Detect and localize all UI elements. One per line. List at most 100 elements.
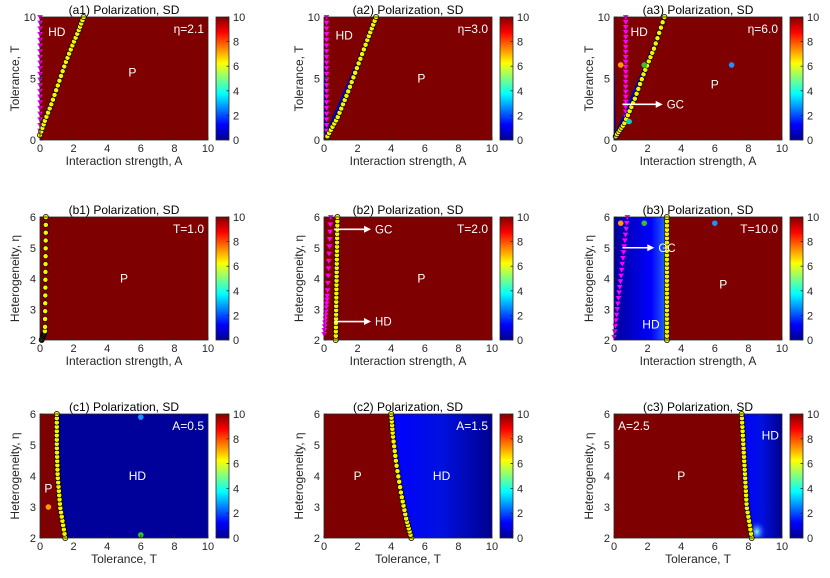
yellow-boundary-marker: [42, 284, 49, 291]
magenta-boundary-marker: [622, 69, 629, 75]
arrow-label: HD: [375, 317, 392, 329]
colorbar-tick-label: 4: [233, 286, 239, 298]
colorbar-tick-label: 10: [233, 212, 245, 224]
magenta-boundary-marker: [323, 100, 330, 106]
magenta-boundary-marker: [613, 312, 620, 318]
colorbar-tick-label: 2: [233, 110, 239, 122]
yellow-boundary-marker: [391, 443, 398, 450]
x-tick-label: 10: [776, 541, 788, 553]
x-tick-label: 10: [776, 343, 788, 355]
y-tick-label: 4: [30, 274, 36, 286]
arrow-head: [364, 225, 372, 233]
yellow-boundary-marker: [42, 253, 49, 260]
region-label-p: P: [677, 469, 685, 483]
region-label-p: P: [719, 278, 727, 292]
magenta-boundary-marker: [326, 244, 333, 250]
yellow-boundary-marker: [390, 438, 397, 445]
x-tick-label: 6: [712, 541, 718, 553]
colorbar-tick-label: 2: [233, 508, 239, 520]
x-axis-label: Interaction strength, A: [350, 154, 467, 168]
x-axis-label: Interaction strength, A: [66, 154, 183, 168]
y-tick-label: 2: [314, 533, 320, 545]
x-axis-label: Interaction strength, A: [66, 354, 183, 368]
p-region-bg: [40, 17, 208, 140]
colorbar-tick-label: 6: [233, 261, 239, 273]
x-tick-label: 10: [486, 143, 498, 155]
region-layer: [391, 414, 492, 538]
parameter-label: T=1.0: [173, 222, 204, 236]
y-tick-label: 5: [314, 74, 320, 86]
colorbar-frame: [499, 16, 514, 141]
x-tick-label: 4: [104, 541, 110, 553]
yellow-boundary-marker: [395, 473, 402, 480]
y-tick-label: 0: [604, 135, 610, 147]
colorbar-tick-label: 0: [517, 533, 523, 545]
region-label-hd: HD: [433, 469, 451, 483]
colorbar-tick-label: 10: [517, 12, 529, 24]
panel-title: (b3) Polarization, SD: [643, 203, 754, 217]
colorbar-tick-label: 8: [517, 434, 523, 446]
y-tick-label: 2: [30, 533, 36, 545]
x-tick-label: 2: [645, 343, 651, 355]
region-label-p: P: [120, 272, 128, 286]
y-axis-label: Heterogeneity, η: [582, 432, 596, 519]
region-label-hd: HD: [129, 469, 147, 483]
colorbar-tick-label: 10: [807, 212, 819, 224]
magenta-boundary-marker: [616, 290, 622, 296]
yellow-boundary-marker: [651, 45, 657, 52]
y-tick-label: 3: [604, 502, 610, 514]
y-axis-label: Heterogeneity, η: [8, 432, 22, 519]
x-tick-label: 10: [202, 541, 214, 553]
colorbar-tick-label: 8: [807, 434, 813, 446]
x-tick-label: 8: [171, 343, 177, 355]
x-tick-label: 4: [678, 541, 684, 553]
magenta-boundary-marker: [325, 273, 331, 279]
colorbar-tick-label: 10: [807, 409, 819, 421]
colorbar-gradient: [500, 17, 513, 140]
yellow-boundary-marker: [42, 323, 49, 330]
magenta-boundary-marker: [616, 284, 623, 290]
yellow-boundary-marker: [42, 268, 49, 275]
magenta-boundary-marker: [323, 49, 330, 54]
x-tick-label: 6: [422, 343, 428, 355]
colorbar-tick-label: 4: [233, 483, 239, 495]
magenta-boundary-marker: [326, 258, 332, 264]
yellow-boundary-marker: [42, 300, 49, 307]
parameter-label: η=3.0: [458, 22, 489, 36]
x-tick-label: 2: [71, 541, 77, 553]
colorbar-tick-label: 6: [233, 61, 239, 73]
x-tick-label: 4: [678, 343, 684, 355]
arrow-head: [364, 318, 372, 326]
y-tick-label: 6: [314, 409, 320, 421]
y-tick-label: 3: [30, 502, 36, 514]
y-tick-label: 4: [314, 274, 320, 286]
sample-point-dot: [641, 62, 648, 68]
region-label-p: P: [44, 481, 52, 495]
y-tick-label: 5: [30, 440, 36, 452]
x-tick-label: 6: [712, 343, 718, 355]
panel-title: (c3) Polarization, SD: [643, 400, 753, 414]
yellow-boundary-marker: [635, 85, 642, 92]
colorbar-tick-label: 6: [807, 261, 813, 273]
x-axis-label: Interaction strength, A: [640, 354, 757, 368]
parameter-label: A=0.5: [172, 419, 204, 433]
x-tick-label: 4: [388, 343, 394, 355]
parameter-label: T=2.0: [457, 222, 488, 236]
yellow-boundary-marker: [42, 261, 49, 268]
y-tick-label: 4: [314, 471, 320, 483]
y-tick-label: 10: [24, 12, 36, 24]
colorbar-tick-label: 4: [807, 86, 813, 98]
y-tick-label: 3: [314, 502, 320, 514]
colorbar-tick-label: 2: [807, 508, 813, 520]
colorbar-tick-label: 10: [517, 409, 529, 421]
magenta-boundary-marker: [325, 280, 331, 286]
y-tick-label: 3: [604, 304, 610, 316]
panel-title: (b2) Polarization, SD: [353, 203, 464, 217]
x-tick-label: 8: [171, 143, 177, 155]
magenta-boundary-marker: [622, 94, 629, 100]
y-tick-label: 6: [314, 212, 320, 224]
magenta-boundary-marker: [323, 83, 330, 88]
x-axis-label: Tolerance, T: [375, 552, 441, 566]
colorbar-tick-label: 6: [517, 261, 523, 273]
